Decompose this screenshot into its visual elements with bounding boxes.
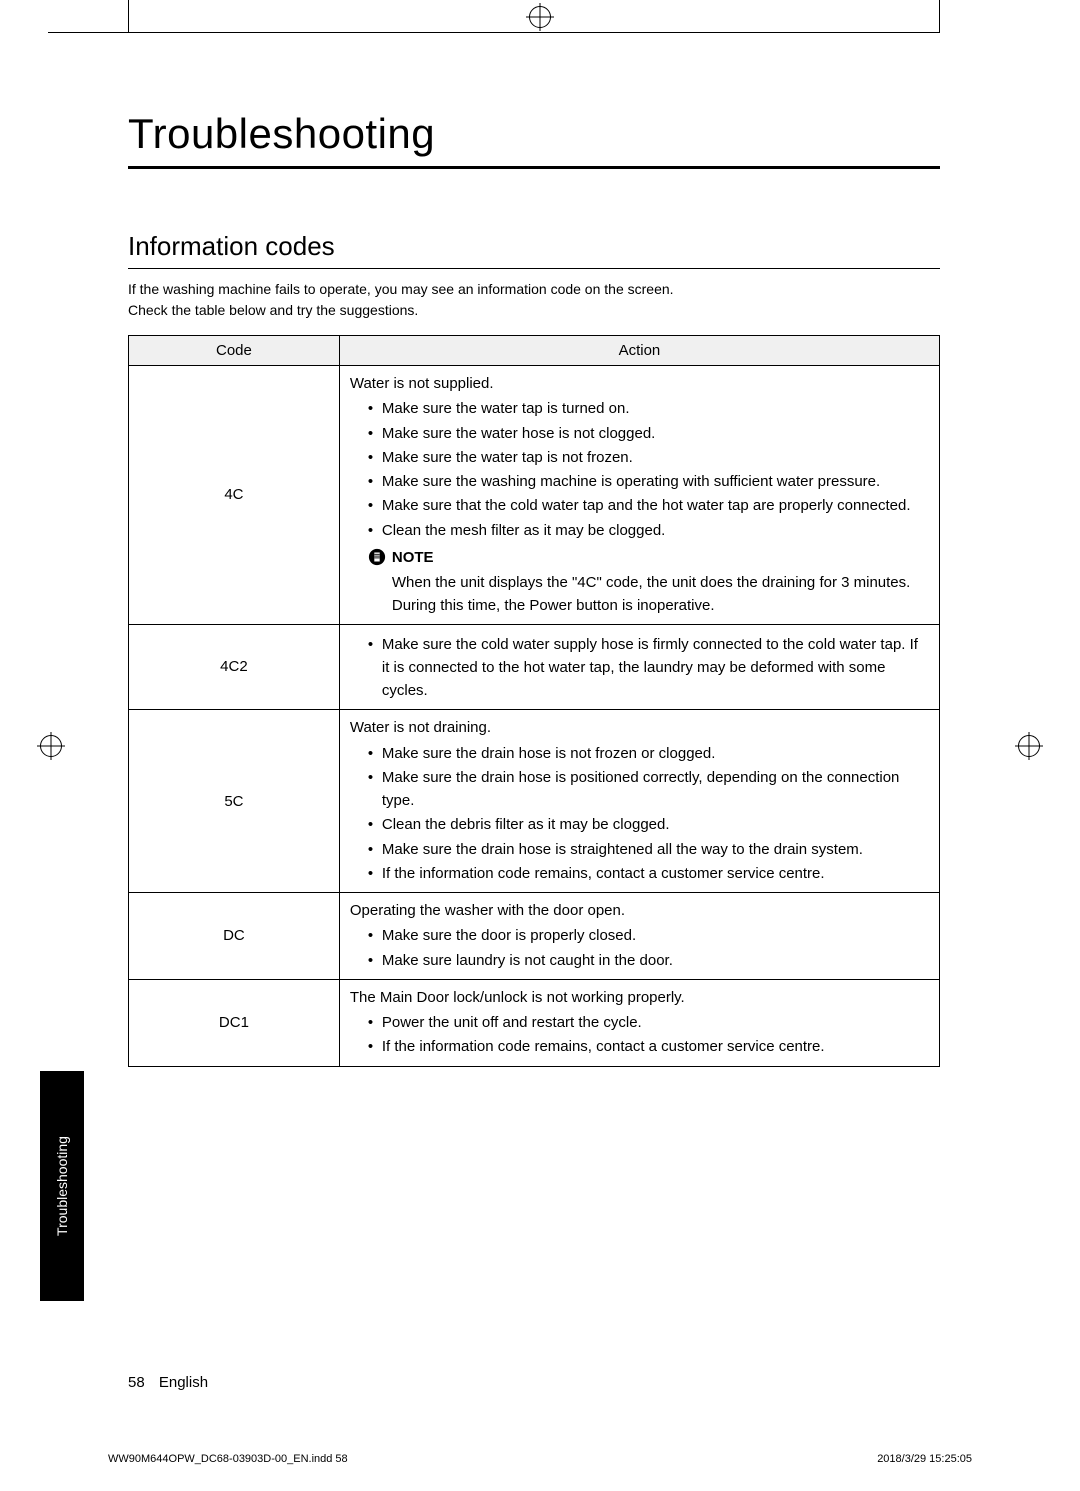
crop-mark — [939, 0, 940, 32]
page-language: English — [159, 1374, 208, 1391]
action-bullet: If the information code remains, contact… — [368, 1035, 929, 1058]
table-row: 5C Water is not draining. Make sure the dr… — [129, 710, 940, 893]
intro-text: If the washing machine fails to operate,… — [128, 279, 940, 321]
intro-line-2: Check the table below and try the sugges… — [128, 300, 940, 321]
table-header-row: Code Action — [129, 336, 940, 366]
page-content: Troubleshooting Information codes If the… — [128, 110, 940, 1391]
action-cell: Water is not supplied.Make sure the wate… — [339, 366, 939, 625]
col-header-action: Action — [339, 336, 939, 366]
code-cell: 5C — [129, 710, 340, 893]
note-icon — [368, 548, 386, 566]
table-row: DC1 The Main Door lock/unlock is not work… — [129, 979, 940, 1066]
codes-table: Code Action 4CWater is not supplied.Make… — [128, 335, 940, 1067]
code-cell: 4C2 — [129, 624, 340, 710]
page-footer: 58 English — [128, 1374, 940, 1391]
meta-datetime: 2018/3/29 15:25:05 — [877, 1453, 972, 1465]
col-header-code: Code — [129, 336, 340, 366]
action-cell: Make sure the cold water supply hose is … — [339, 624, 939, 710]
title-rule — [128, 166, 940, 169]
action-cell: The Main Door lock/unlock is not working… — [339, 979, 939, 1066]
action-heading: Water is not supplied. — [350, 372, 929, 395]
page-number: 58 — [128, 1374, 145, 1391]
action-bullet: Make sure the drain hose is straightened… — [368, 838, 929, 861]
section-heading: Information codes — [128, 231, 940, 262]
action-bullet: Clean the debris filter as it may be clo… — [368, 813, 929, 836]
action-cell: Operating the washer with the door open.… — [339, 893, 939, 980]
action-bullet: If the information code remains, contact… — [368, 862, 929, 885]
note-body: When the unit displays the "4C" code, th… — [392, 571, 929, 618]
action-heading: The Main Door lock/unlock is not working… — [350, 986, 929, 1009]
action-bullets: Power the unit off and restart the cycle… — [350, 1011, 929, 1059]
action-bullet: Make sure the cold water supply hose is … — [368, 633, 929, 703]
table-row: 4CWater is not supplied.Make sure the wa… — [129, 366, 940, 625]
action-bullet: Make sure the door is properly closed. — [368, 924, 929, 947]
action-bullet: Make sure the drain hose is positioned c… — [368, 766, 929, 813]
action-heading: Water is not draining. — [350, 716, 929, 739]
crop-mark — [48, 32, 940, 33]
code-cell: 4C — [129, 366, 340, 625]
action-bullet: Clean the mesh filter as it may be clogg… — [368, 519, 929, 542]
crop-mark — [128, 0, 129, 32]
action-bullet: Make sure the drain hose is not frozen o… — [368, 742, 929, 765]
note-row: NOTE — [368, 546, 929, 569]
action-bullets: Make sure the door is properly closed.Ma… — [350, 924, 929, 972]
registration-mark-icon — [40, 735, 62, 757]
action-bullet: Make sure the washing machine is operati… — [368, 470, 929, 493]
meta-filename: WW90M644OPW_DC68-03903D-00_EN.indd 58 — [108, 1453, 348, 1465]
registration-mark-icon — [529, 6, 551, 28]
action-bullets: Make sure the drain hose is not frozen o… — [350, 742, 929, 886]
sidebar-tab: Troubleshooting — [40, 1071, 84, 1301]
sidebar-tab-label: Troubleshooting — [54, 1136, 70, 1236]
action-bullet: Make sure laundry is not caught in the d… — [368, 949, 929, 972]
action-heading: Operating the washer with the door open. — [350, 899, 929, 922]
registration-mark-icon — [1018, 735, 1040, 757]
action-cell: Water is not draining. Make sure the drai… — [339, 710, 939, 893]
action-bullet: Make sure the water tap is turned on. — [368, 397, 929, 420]
action-bullets: Make sure the cold water supply hose is … — [350, 633, 929, 703]
intro-line-1: If the washing machine fails to operate,… — [128, 279, 940, 300]
table-row: 4C2 Make sure the cold water supply hose … — [129, 624, 940, 710]
code-cell: DC1 — [129, 979, 340, 1066]
action-bullet: Make sure the water hose is not clogged. — [368, 422, 929, 445]
section-rule — [128, 268, 940, 269]
action-bullet: Make sure the water tap is not frozen. — [368, 446, 929, 469]
action-bullet: Make sure that the cold water tap and th… — [368, 494, 929, 517]
note-label: NOTE — [392, 546, 434, 569]
action-bullet: Power the unit off and restart the cycle… — [368, 1011, 929, 1034]
print-meta-bar: WW90M644OPW_DC68-03903D-00_EN.indd 58 20… — [108, 1453, 972, 1465]
table-row: DCOperating the washer with the door ope… — [129, 893, 940, 980]
code-cell: DC — [129, 893, 340, 980]
page-title: Troubleshooting — [128, 110, 940, 158]
action-bullets: Make sure the water tap is turned on.Mak… — [350, 397, 929, 542]
